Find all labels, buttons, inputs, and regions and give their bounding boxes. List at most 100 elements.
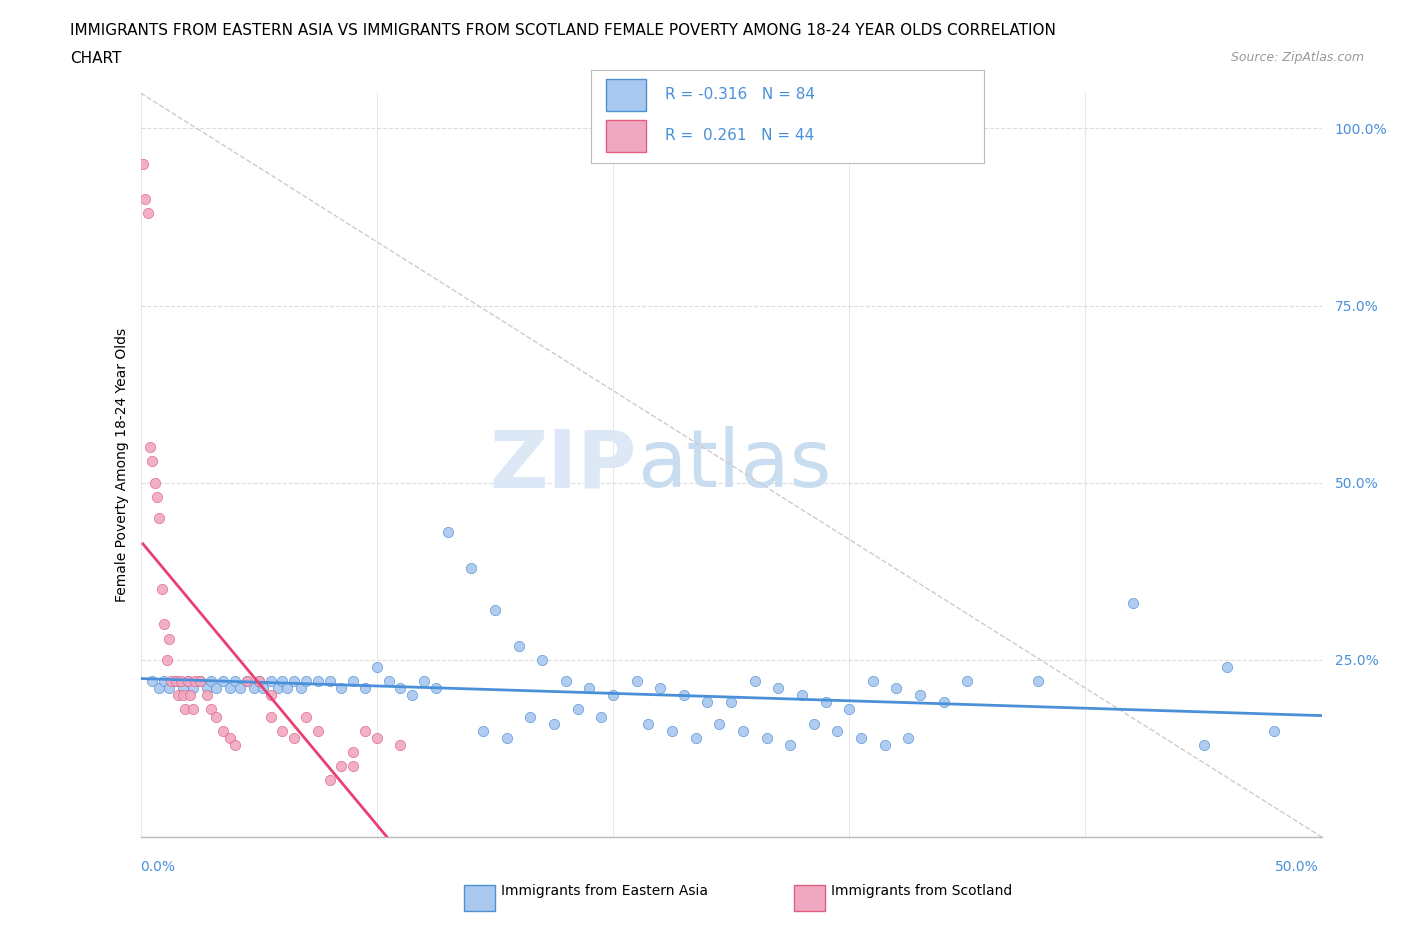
Point bbox=[157, 631, 180, 646]
Point bbox=[266, 681, 288, 696]
Point bbox=[184, 673, 207, 688]
Point bbox=[307, 673, 329, 688]
Point bbox=[508, 638, 530, 653]
Point bbox=[170, 673, 193, 688]
Point bbox=[243, 681, 266, 696]
Point bbox=[271, 673, 294, 688]
Point bbox=[389, 681, 412, 696]
Point bbox=[873, 737, 896, 752]
Point bbox=[720, 695, 742, 710]
Point bbox=[1192, 737, 1215, 752]
Point bbox=[495, 730, 517, 745]
Text: Source: ZipAtlas.com: Source: ZipAtlas.com bbox=[1230, 51, 1364, 64]
Point bbox=[803, 716, 825, 731]
Point bbox=[205, 709, 228, 724]
Point bbox=[236, 673, 259, 688]
Point bbox=[283, 673, 305, 688]
Point bbox=[136, 206, 159, 221]
Point bbox=[167, 688, 190, 703]
Point bbox=[247, 673, 270, 688]
Point bbox=[413, 673, 436, 688]
Point bbox=[377, 673, 399, 688]
Point bbox=[177, 673, 200, 688]
Point bbox=[354, 724, 377, 738]
Point bbox=[849, 730, 872, 745]
FancyBboxPatch shape bbox=[606, 79, 645, 111]
FancyBboxPatch shape bbox=[606, 120, 645, 152]
Point bbox=[229, 681, 252, 696]
Y-axis label: Female Poverty Among 18-24 Year Olds: Female Poverty Among 18-24 Year Olds bbox=[115, 328, 129, 602]
Point bbox=[436, 525, 458, 539]
Point bbox=[259, 673, 281, 688]
Point bbox=[1122, 596, 1144, 611]
Point bbox=[165, 673, 187, 688]
Point bbox=[827, 724, 849, 738]
Point bbox=[155, 653, 177, 668]
Point bbox=[661, 724, 683, 738]
Point bbox=[401, 688, 423, 703]
Text: R = -0.316   N = 84: R = -0.316 N = 84 bbox=[665, 87, 815, 102]
Point bbox=[153, 673, 176, 688]
Point bbox=[531, 653, 554, 668]
Point bbox=[389, 737, 412, 752]
Point bbox=[157, 681, 180, 696]
Point bbox=[731, 724, 754, 738]
Point bbox=[672, 688, 695, 703]
Point bbox=[276, 681, 298, 696]
Point bbox=[1026, 673, 1049, 688]
Point bbox=[626, 673, 648, 688]
Point bbox=[897, 730, 920, 745]
Point bbox=[148, 511, 170, 525]
Point bbox=[591, 709, 613, 724]
Point bbox=[366, 659, 388, 674]
Point bbox=[696, 695, 718, 710]
Point bbox=[212, 673, 235, 688]
Point bbox=[165, 673, 187, 688]
Point bbox=[252, 681, 274, 696]
Point bbox=[141, 454, 163, 469]
Point bbox=[685, 730, 707, 745]
Point bbox=[886, 681, 908, 696]
Point bbox=[554, 673, 576, 688]
Point bbox=[318, 673, 340, 688]
Point bbox=[247, 673, 270, 688]
Point bbox=[366, 730, 388, 745]
Point bbox=[177, 673, 200, 688]
Point bbox=[259, 688, 281, 703]
Point bbox=[219, 681, 242, 696]
Point bbox=[330, 759, 353, 774]
Point bbox=[307, 724, 329, 738]
Text: R =  0.261   N = 44: R = 0.261 N = 44 bbox=[665, 128, 814, 143]
Point bbox=[143, 475, 166, 490]
Point bbox=[1216, 659, 1239, 674]
Point bbox=[259, 709, 281, 724]
Point bbox=[195, 681, 218, 696]
Point bbox=[146, 489, 169, 504]
Point bbox=[160, 673, 183, 688]
Point bbox=[172, 688, 194, 703]
Point bbox=[425, 681, 447, 696]
Point bbox=[139, 440, 162, 455]
Point bbox=[224, 673, 246, 688]
Point bbox=[212, 724, 235, 738]
Point bbox=[330, 681, 353, 696]
Point bbox=[153, 617, 176, 631]
Point bbox=[150, 581, 173, 596]
Text: IMMIGRANTS FROM EASTERN ASIA VS IMMIGRANTS FROM SCOTLAND FEMALE POVERTY AMONG 18: IMMIGRANTS FROM EASTERN ASIA VS IMMIGRAN… bbox=[70, 23, 1056, 38]
Point bbox=[318, 773, 340, 788]
Point bbox=[838, 702, 860, 717]
Point bbox=[768, 681, 790, 696]
Point bbox=[224, 737, 246, 752]
Point bbox=[283, 730, 305, 745]
Point bbox=[200, 673, 222, 688]
Point bbox=[709, 716, 731, 731]
Text: ZIP: ZIP bbox=[489, 426, 637, 504]
Point bbox=[567, 702, 589, 717]
Point bbox=[188, 673, 211, 688]
Point bbox=[602, 688, 624, 703]
Point bbox=[484, 603, 506, 618]
Point bbox=[472, 724, 495, 738]
Point bbox=[578, 681, 600, 696]
Point bbox=[179, 688, 201, 703]
Point bbox=[295, 709, 318, 724]
